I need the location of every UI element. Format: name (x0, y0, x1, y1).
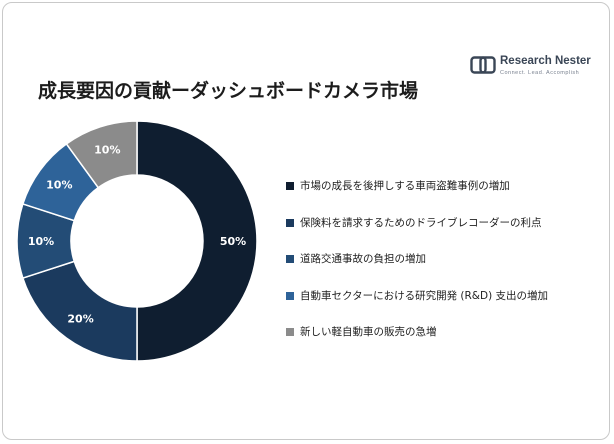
slice-data-label: 50% (220, 235, 246, 248)
logo-name: Research Nester (500, 55, 591, 67)
slice-data-label: 10% (28, 235, 54, 248)
legend-swatch (286, 218, 294, 227)
donut-slice (21, 260, 138, 362)
legend-swatch (286, 255, 294, 263)
legend-label: 新しい軽自動車の販売の急増 (300, 326, 437, 338)
chart-title: 成長要因の貢献ーダッシュボードカメラ市場 (38, 80, 419, 102)
slice-data-label: 10% (94, 144, 120, 157)
legend-label: 市場の成長を後押しする車両盗難事例の増加 (300, 180, 510, 192)
slice-data-label: 20% (67, 313, 93, 326)
legend-label: 保険料を請求するためのドライブレコーダーの利点 (300, 216, 542, 229)
legend-swatch (286, 182, 294, 190)
logo-mark-icon (470, 56, 496, 74)
slice-data-label: 10% (46, 179, 72, 192)
legend-swatch (286, 328, 294, 336)
logo-tagline: Connect. Lead. Accomplish (500, 70, 580, 76)
slide-frame (2, 2, 610, 440)
legend-swatch (286, 291, 294, 300)
donut-slice (136, 120, 258, 362)
legend-label: 道路交通事故の負担の増加 (300, 253, 426, 265)
legend-label: 自動車セクターにおける研究開発 (R&D) 支出の増加 (300, 289, 549, 302)
donut-slice (65, 120, 138, 189)
